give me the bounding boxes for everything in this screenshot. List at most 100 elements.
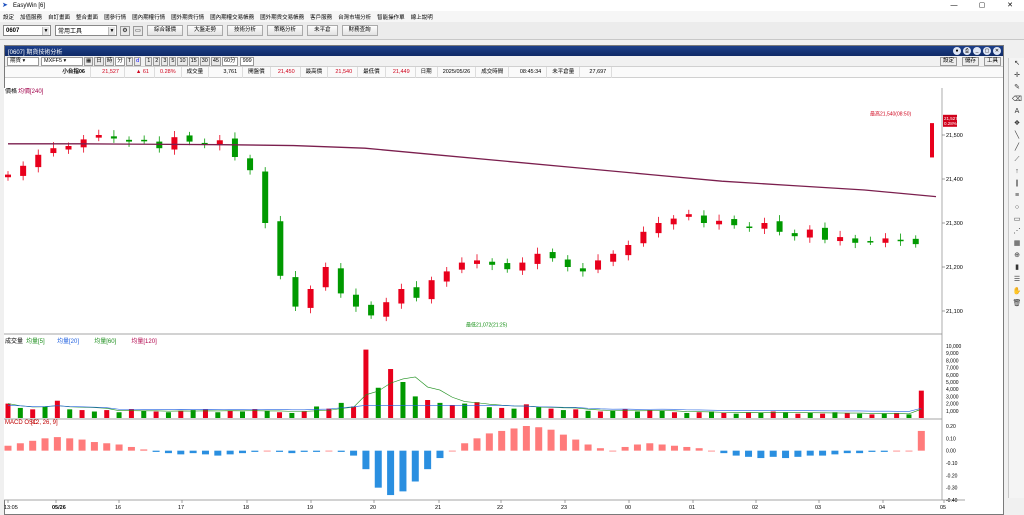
grid-icon[interactable]: ▦ xyxy=(1013,240,1021,247)
volume-bar xyxy=(165,412,171,418)
code-select[interactable]: 0607 ▼ xyxy=(3,25,51,36)
volume-bar xyxy=(190,410,196,418)
quote-button[interactable]: 綜合報價 xyxy=(147,25,184,36)
tech-analysis-button[interactable]: 技術分析 xyxy=(227,25,264,36)
drawing-toolbar: ↖ ✛ ✎ ⌫ A ❖ ╲ ╱ ⟋ ↑ ∥ ≡ ○ ▭ ⋰ ▦ ⊕ ▮ ☰ ✋ … xyxy=(1008,58,1024,498)
settings-button[interactable]: 設定 xyxy=(939,57,957,66)
x-tick-label: 13:05 xyxy=(4,505,18,511)
menu-value-added[interactable]: 加值服務 xyxy=(20,14,43,21)
menu-quotes[interactable]: 國參行情 xyxy=(104,14,127,21)
bars-icon[interactable]: ▮ xyxy=(1015,264,1019,271)
min-60[interactable]: 60分 xyxy=(221,56,238,66)
market-trend-button[interactable]: 大盤走勢 xyxy=(187,25,224,36)
maximize-button[interactable]: ▢ xyxy=(978,2,986,9)
period-d[interactable]: d xyxy=(134,56,142,66)
type-select[interactable]: 期貨 ▾ xyxy=(7,56,39,66)
macd-panel-label: MACD OSC xyxy=(5,420,38,426)
candle-body xyxy=(141,139,148,142)
paint-icon[interactable]: ❖ xyxy=(1013,120,1021,127)
fib-icon[interactable]: ≡ xyxy=(1014,192,1020,199)
candle-body xyxy=(413,287,420,298)
menu-domestic-quotes[interactable]: 國內期權行情 xyxy=(132,14,166,21)
link-icon[interactable]: ● xyxy=(953,47,961,55)
channel-icon[interactable]: ∥ xyxy=(1015,180,1019,187)
strategy-analysis-button[interactable]: 策略分析 xyxy=(267,25,304,36)
fan-icon[interactable]: ⋰ xyxy=(1013,228,1021,235)
bar-count-field[interactable]: 999 xyxy=(239,56,254,66)
print-icon[interactable]: ⎙ xyxy=(963,47,971,55)
last-candle-body xyxy=(930,123,934,158)
list-icon[interactable]: ☰ xyxy=(1013,276,1021,283)
chevron-down-icon: ▼ xyxy=(108,27,115,35)
menu-smart-order[interactable]: 智能操作單 xyxy=(377,14,405,21)
calendar-icon[interactable]: ▦ xyxy=(84,56,94,66)
minimize-button[interactable]: — xyxy=(950,2,958,9)
volume-tick-label: 8,000 xyxy=(946,358,959,364)
trend-icon[interactable]: ⟋ xyxy=(1014,156,1020,163)
period-minute[interactable]: 分 xyxy=(115,56,125,66)
min-15[interactable]: 15 xyxy=(188,56,199,66)
menu-foreign-accounts[interactable]: 國外期貨交易帳務 xyxy=(260,14,305,21)
trash-icon[interactable]: 🗑 xyxy=(1012,300,1022,307)
menu-help[interactable]: 線上說明 xyxy=(410,14,433,21)
child-close-button[interactable]: ✕ xyxy=(993,47,1001,55)
volume-bar xyxy=(783,412,789,418)
min-2[interactable]: 2 xyxy=(153,56,161,66)
child-maximize-button[interactable]: ▢ xyxy=(983,47,991,55)
circle-icon[interactable]: ○ xyxy=(1014,204,1020,211)
candle-body xyxy=(262,171,269,223)
candle-body xyxy=(231,138,238,157)
financial-query-button[interactable]: 財務查詢 xyxy=(341,25,378,36)
candle-body xyxy=(837,237,844,242)
min-30[interactable]: 30 xyxy=(199,56,210,66)
period-tick[interactable]: T xyxy=(125,56,134,66)
candle-body xyxy=(307,289,314,308)
period-day[interactable]: 日 xyxy=(94,56,104,66)
save-button[interactable]: 儲存 xyxy=(961,57,979,66)
min-3[interactable]: 3 xyxy=(161,56,169,66)
menu-custom-screen[interactable]: 自訂畫面 xyxy=(48,14,71,21)
tools-select[interactable]: 常用工具 ▼ xyxy=(55,25,117,36)
candle-body xyxy=(201,142,208,145)
volume-bar xyxy=(240,411,245,418)
menu-customer-service[interactable]: 客戶服務 xyxy=(310,14,333,21)
zoom-icon[interactable]: ⊕ xyxy=(1014,252,1020,259)
crosshair-icon[interactable]: ✛ xyxy=(1014,72,1020,79)
pencil-icon[interactable]: ✎ xyxy=(1014,84,1020,91)
arrow-up-icon[interactable]: ↑ xyxy=(1015,168,1019,175)
symbol-select[interactable]: MXFF5 ▾ xyxy=(41,56,83,66)
close-button[interactable]: ✕ xyxy=(1007,2,1013,9)
eraser-icon[interactable]: ⌫ xyxy=(1012,96,1022,103)
hand-icon[interactable]: ✋ xyxy=(1012,288,1022,295)
menu-foreign-quotes[interactable]: 國外期貨行情 xyxy=(171,14,205,21)
tools-button[interactable]: 工具 xyxy=(983,57,1001,66)
line-icon[interactable]: ╲ xyxy=(1014,132,1020,139)
min-1[interactable]: 1 xyxy=(145,56,153,66)
text-icon[interactable]: A xyxy=(1014,108,1020,115)
candle-body xyxy=(216,140,223,146)
min-45[interactable]: 45 xyxy=(210,56,221,66)
macd-bar xyxy=(177,450,185,455)
min-5[interactable]: 5 xyxy=(169,56,177,66)
menu-domestic-accounts[interactable]: 國內期權交易帳務 xyxy=(210,14,255,21)
macd-bar xyxy=(90,442,98,451)
volume-bar xyxy=(548,408,554,418)
cursor-icon[interactable]: ↖ xyxy=(1014,60,1020,67)
menu-market-analysis[interactable]: 台灣市場分析 xyxy=(338,14,372,21)
rectangle-icon[interactable]: ▭ xyxy=(1013,216,1021,223)
technical-chart[interactable]: 價格 均價[240] 成交量 均量[5] 均量[20] 均量[60] 均量[120] MACD… xyxy=(4,88,965,515)
menu-integrated-screen[interactable]: 整合畫面 xyxy=(76,14,99,21)
candle-body xyxy=(821,227,828,240)
layout-icon[interactable]: ▭ xyxy=(133,25,143,36)
gear-icon[interactable]: ⚙ xyxy=(120,25,130,36)
macd-bar xyxy=(164,450,172,454)
oi-value: 27,697 xyxy=(580,66,613,78)
open-interest-button[interactable]: 未平倉 xyxy=(307,25,338,36)
ray-icon[interactable]: ╱ xyxy=(1014,144,1020,151)
x-tick-label: 18 xyxy=(243,505,249,511)
period-hour[interactable]: 時 xyxy=(104,56,115,66)
volume-legend-0: 均量[5] xyxy=(26,337,45,345)
menu-settings[interactable]: 設定 xyxy=(3,14,15,21)
min-10[interactable]: 10 xyxy=(177,56,188,66)
child-minimize-button[interactable]: _ xyxy=(973,47,981,55)
